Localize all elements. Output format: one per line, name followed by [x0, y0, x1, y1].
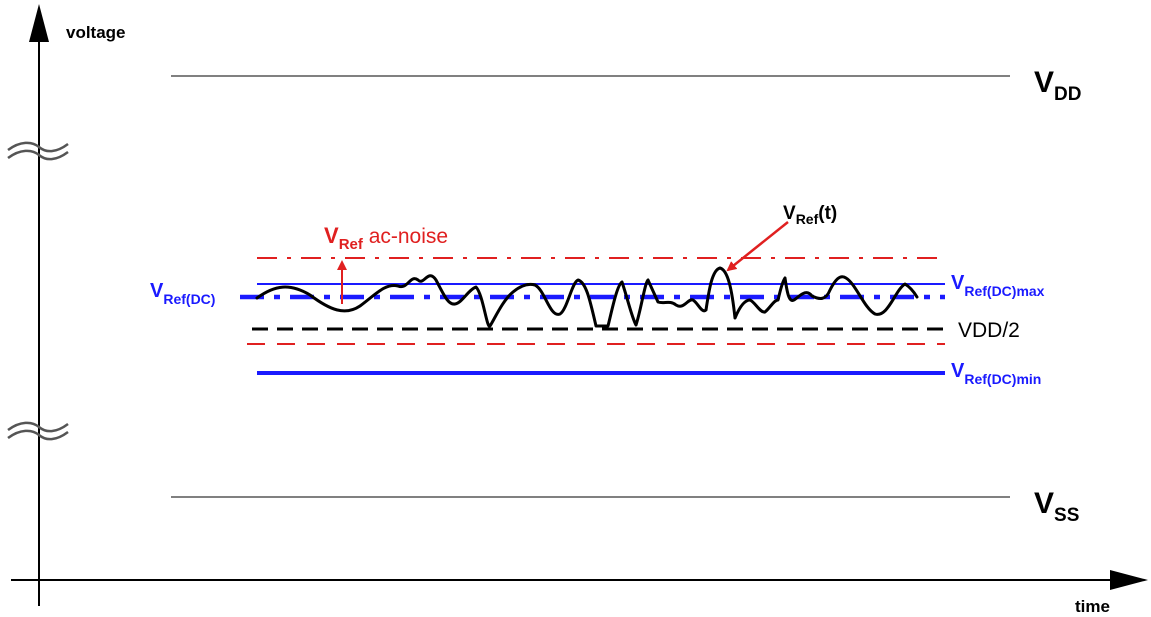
vref-dc-label: VRef(DC) [150, 280, 215, 307]
vdd-label: VDD [1034, 66, 1081, 105]
vdd-half-label: VDD/2 [958, 319, 1020, 342]
x-axis-label: time [1075, 597, 1110, 616]
x-axis-arrowhead [1110, 570, 1148, 590]
vref-t-pointer-arrow [726, 221, 789, 272]
axis-break-upper-icon [7, 141, 69, 161]
ac-noise-label: VRef ac-noise [324, 223, 448, 253]
y-axis-label: voltage [66, 23, 126, 42]
y-axis-arrowhead [29, 4, 49, 42]
vref-t-label: VRef(t) [783, 203, 837, 227]
axis-break-lower-icon [7, 421, 69, 441]
vref-dc-max-label: VRef(DC)max [951, 272, 1045, 299]
vss-label: VSS [1034, 487, 1079, 526]
vref-t-waveform [255, 266, 919, 328]
vref-dc-min-label: VRef(DC)min [951, 360, 1041, 387]
